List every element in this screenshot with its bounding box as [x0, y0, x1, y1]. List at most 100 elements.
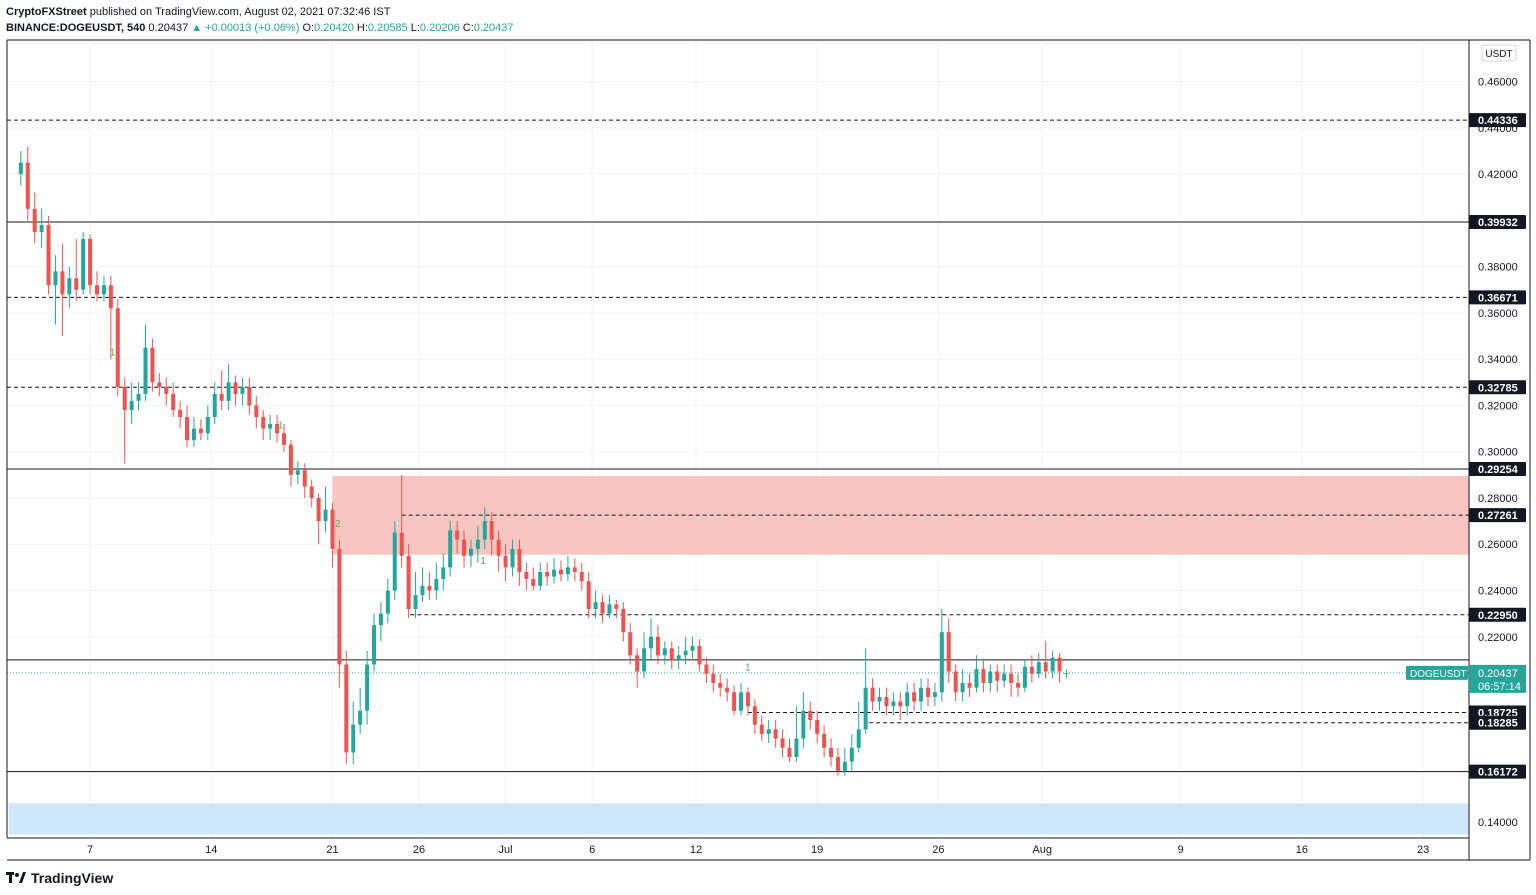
level-price-label[interactable]: 0.18285 [1469, 715, 1526, 730]
candle [468, 539, 473, 568]
x-tick-label: 26 [932, 844, 944, 856]
candle [344, 650, 349, 764]
high-value: 0.20585 [367, 22, 408, 34]
symbol-tag[interactable]: DOGEUSDT [1406, 665, 1468, 680]
candle [254, 396, 259, 429]
candle-body [136, 393, 141, 401]
candle [1016, 673, 1021, 697]
candle [773, 720, 778, 748]
candle-body [905, 692, 910, 707]
candle-body [621, 609, 626, 633]
candle-body [849, 747, 854, 762]
level-price-label-bg [1469, 461, 1526, 476]
candle-body [330, 509, 335, 549]
candle [365, 650, 370, 725]
candle [219, 370, 224, 411]
candle [337, 539, 342, 688]
candle [129, 382, 134, 424]
level-price-label[interactable]: 0.27261 [1469, 508, 1526, 523]
candle [281, 423, 286, 452]
level-price-label-bg [1469, 607, 1526, 622]
level-price-label-bg [1469, 508, 1526, 523]
candle-body [614, 604, 619, 610]
sequence-markers: 1 1 2 1 1 [110, 348, 751, 674]
level-price-label[interactable]: 0.22950 [1469, 607, 1526, 622]
candle-body [1002, 673, 1007, 681]
candle [822, 724, 827, 758]
price-change: ▲ +0.00013 (+0.06%) [191, 22, 300, 34]
candle [122, 377, 127, 464]
open-value: 0.20420 [314, 22, 354, 34]
candle [67, 266, 72, 309]
low-label: L: [410, 22, 420, 34]
candle [392, 521, 397, 600]
candle [32, 192, 37, 244]
candle-body [635, 655, 640, 672]
candle [1043, 641, 1048, 679]
candle-body [205, 417, 210, 434]
tradingview-logo[interactable]: TradingView [6, 870, 113, 886]
candle [586, 572, 591, 619]
candle-body [863, 687, 868, 730]
candle [489, 511, 494, 556]
candle [988, 664, 993, 693]
candle [939, 609, 944, 702]
candle-body [81, 238, 86, 290]
candle-body [538, 572, 543, 586]
candle [531, 567, 536, 591]
level-price-label[interactable]: 0.32785 [1469, 380, 1526, 395]
level-price-label[interactable]: 0.29254 [1469, 461, 1526, 476]
candle-body [115, 308, 120, 387]
candle [829, 738, 834, 767]
candle [247, 377, 252, 415]
candle-body [953, 671, 958, 693]
x-tick-label: 16 [1296, 844, 1308, 856]
x-tick-label: 9 [1178, 844, 1184, 856]
level-price-label-bg [1469, 113, 1526, 128]
candle [711, 664, 716, 693]
candle [752, 699, 757, 734]
candle [171, 382, 176, 418]
author-name[interactable]: CryptoFXStreet [6, 6, 87, 18]
candle-body [462, 539, 467, 556]
candle-body [309, 486, 314, 498]
candle-body [690, 646, 695, 651]
candle [420, 567, 425, 603]
candle-body [981, 669, 986, 684]
candle-body [1050, 657, 1055, 672]
candle-body [745, 692, 750, 707]
candle-body [212, 393, 217, 418]
y-tick-label: 0.26000 [1478, 539, 1518, 551]
candle [268, 414, 273, 441]
candle-body [732, 692, 737, 711]
candle-body [337, 548, 342, 665]
candle-body [552, 569, 557, 577]
currency-label[interactable]: USDT [1481, 44, 1517, 62]
candle-body [150, 347, 155, 383]
current-price-value: 0.20437 [1478, 668, 1518, 680]
level-price-label[interactable]: 0.44336 [1469, 113, 1526, 128]
candle [475, 525, 480, 563]
candle [593, 590, 598, 619]
candle-body [385, 590, 390, 614]
candle [655, 625, 660, 665]
candle [808, 701, 813, 730]
candle-body [95, 285, 100, 295]
candle-body [829, 747, 834, 758]
candle-body [1064, 672, 1069, 674]
candle-body [759, 724, 764, 734]
level-price-label[interactable]: 0.16172 [1469, 764, 1526, 779]
candle-body [704, 664, 709, 674]
candle [358, 687, 363, 734]
candle [39, 208, 44, 249]
level-price-label[interactable]: 0.36671 [1469, 290, 1526, 305]
candle-body [662, 648, 667, 656]
candle [898, 692, 903, 721]
bar-countdown: 06:57:14 [1478, 681, 1521, 693]
y-tick-label: 0.14000 [1478, 817, 1518, 829]
level-price-label[interactable]: 0.39932 [1469, 214, 1526, 229]
candle [101, 275, 106, 302]
candle [863, 648, 868, 734]
